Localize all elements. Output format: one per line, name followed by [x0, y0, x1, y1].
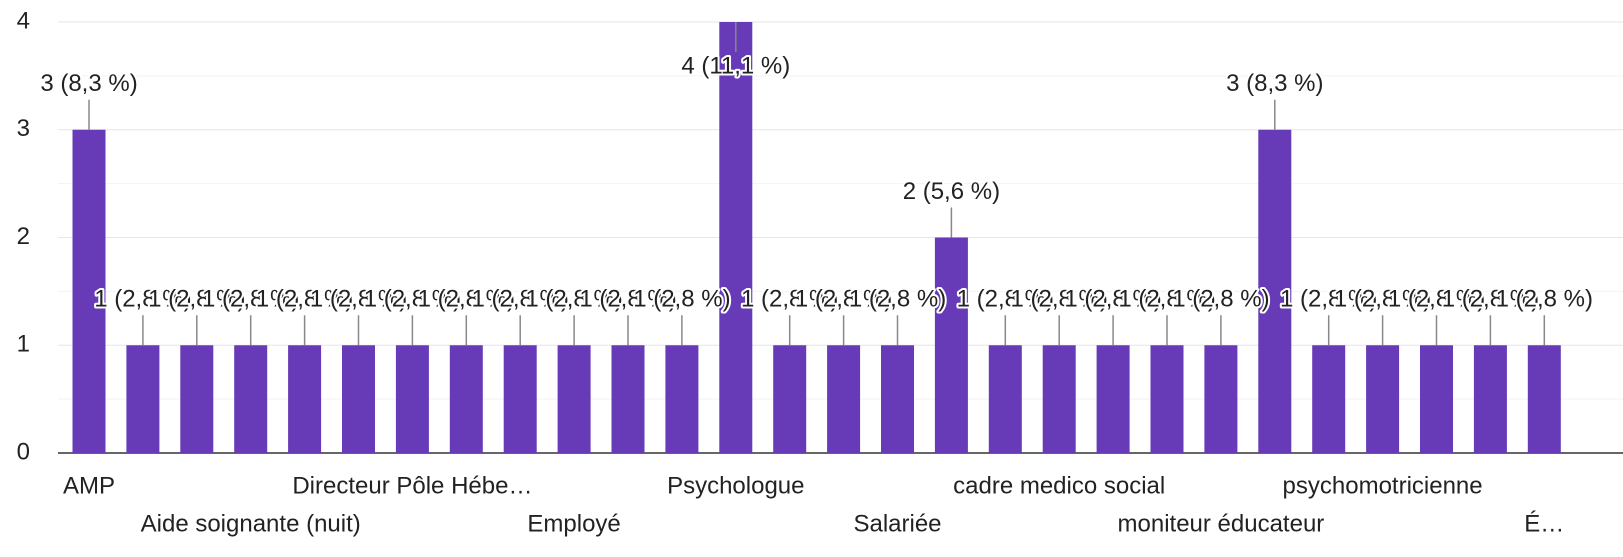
bar [342, 345, 375, 453]
bar [773, 345, 807, 453]
data-label: 1 (2,8 %) [472, 286, 569, 313]
bar [1527, 345, 1561, 453]
data-label: 1 (2,8 %) [148, 286, 245, 313]
bar [934, 237, 968, 453]
y-tick-label: 1 [17, 331, 30, 358]
x-tick-label: Psychologue [667, 472, 804, 499]
data-label: 1 (2,8 %) [1388, 286, 1485, 313]
bar [1204, 345, 1238, 453]
data-label: 3 (8,3 %) [40, 70, 137, 97]
data-label: 1 (2,8 %) [741, 286, 838, 313]
bar [988, 345, 1022, 453]
data-label: 1 (2,8 %) [579, 286, 676, 313]
data-label: 1 (2,8 %) [1064, 286, 1161, 313]
data-label: 1 (2,8 %) [849, 286, 946, 313]
bar [827, 345, 861, 453]
data-label: 1 (2,8 %) [1442, 286, 1539, 313]
data-label: 1 (2,8 %) [364, 286, 461, 313]
data-label: 1 (2,8 %) [633, 286, 730, 313]
bar [1096, 345, 1130, 453]
data-label: 1 (2,8 %) [957, 286, 1054, 313]
data-label: 1 (2,8 %) [1118, 286, 1215, 313]
x-tick-label: Employé [527, 510, 620, 537]
bar [665, 345, 699, 453]
bar [1042, 345, 1076, 453]
x-tick-label: Salariée [853, 510, 941, 537]
data-label: 4 (11,1 %) [681, 52, 790, 79]
bar [1366, 345, 1400, 453]
bar [72, 129, 106, 453]
bar [611, 345, 645, 453]
bar [234, 345, 268, 453]
data-label: 1 (2,8 %) [310, 286, 407, 313]
x-tick-label: É… [1524, 510, 1564, 537]
bar [288, 345, 322, 453]
y-tick-label: 4 [17, 7, 30, 34]
data-label: 1 (2,8 %) [1496, 286, 1593, 313]
data-label: 1 (2,8 %) [418, 286, 515, 313]
data-label: 1 (2,8 %) [256, 286, 353, 313]
bar [449, 345, 483, 453]
y-tick-label: 0 [17, 438, 30, 465]
data-label: 1 (2,8 %) [1334, 286, 1431, 313]
data-label: 2 (5,6 %) [903, 178, 1000, 205]
bar [1473, 345, 1507, 453]
bar [881, 345, 914, 453]
x-tick-label: AMP [63, 472, 115, 499]
data-label: 3 (8,3 %) [1226, 70, 1323, 97]
data-label: 1 (2,8 %) [525, 286, 622, 313]
bar [1258, 129, 1292, 453]
bar [1312, 345, 1346, 453]
x-tick-label: moniteur éducateur [1118, 510, 1325, 537]
bar [180, 345, 214, 453]
y-tick-label: 2 [17, 223, 30, 250]
y-tick-label: 3 [17, 115, 30, 142]
data-label: 1 (2,8 %) [1011, 286, 1108, 313]
data-label: 1 (2,8 %) [1172, 286, 1269, 313]
data-label: 1 (2,8 %) [202, 286, 299, 313]
bar [503, 345, 537, 453]
bar [126, 345, 160, 453]
bar [557, 345, 591, 453]
bar [395, 345, 429, 453]
bar [1420, 345, 1453, 453]
bar [719, 22, 753, 453]
data-label: 1 (2,8 %) [94, 286, 191, 313]
data-label: 1 (2,8 %) [1280, 286, 1377, 313]
x-tick-label: cadre medico social [953, 472, 1165, 499]
x-tick-label: Aide soignante (nuit) [141, 510, 361, 537]
x-tick-label: Directeur Pôle Hébe… [292, 472, 532, 499]
data-label: 1 (2,8 %) [795, 286, 892, 313]
bar [1150, 345, 1184, 453]
x-tick-label: psychomotricienne [1283, 472, 1483, 499]
